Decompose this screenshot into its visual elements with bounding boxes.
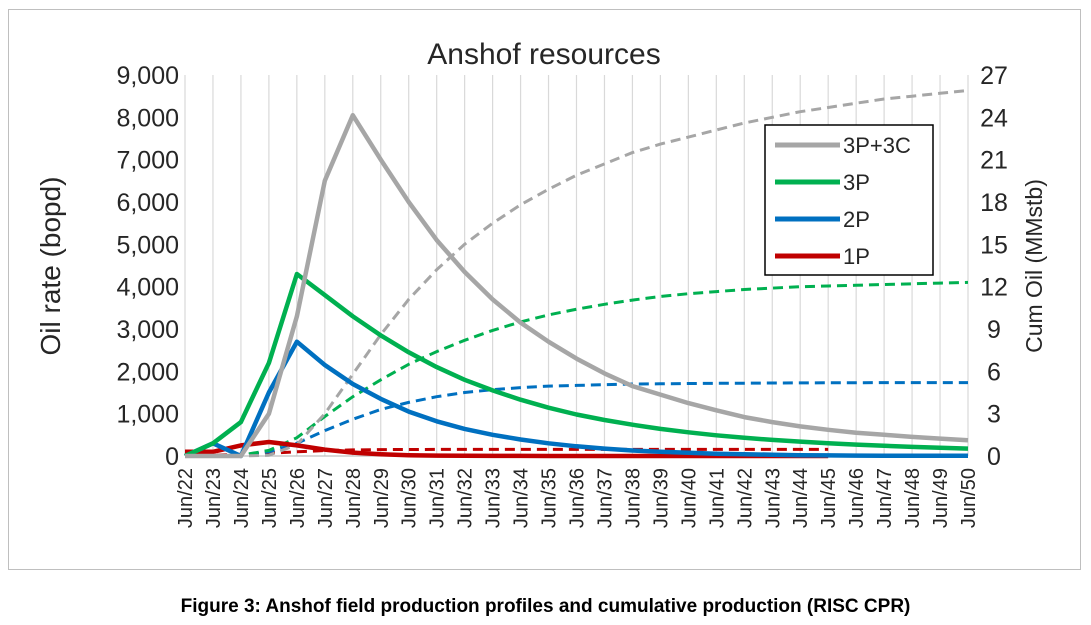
y2-tick-label: 27 (980, 62, 1008, 90)
y-tick-label: 5,000 (116, 231, 179, 259)
legend-label: 3P (843, 170, 870, 195)
x-tick-label: Jun/49 (930, 468, 952, 528)
x-tick-label: Jun/40 (678, 468, 700, 528)
y2-tick-label: 18 (980, 189, 1008, 217)
y-tick-label: 3,000 (116, 316, 179, 344)
legend-label: 2P (843, 207, 870, 232)
x-tick-label: Jun/41 (706, 468, 728, 528)
x-tick-label: Jun/26 (287, 468, 309, 528)
y-tick-label: 2,000 (116, 358, 179, 386)
series-3p-cum-line (185, 280, 969, 458)
legend-label: 1P (843, 244, 870, 269)
y2-axis-label: Cum Oil (MMstb) (1021, 179, 1047, 353)
x-tick-label: Jun/44 (790, 468, 812, 528)
y2-tick-label: 24 (980, 104, 1008, 132)
y2-tick-label: 6 (987, 358, 1001, 386)
series-1p-cum-line (184, 447, 829, 458)
y-tick-label: 4,000 (116, 274, 179, 302)
series-3p-3c-rate-line (185, 112, 969, 459)
y2-tick-label: 0 (987, 443, 1001, 471)
x-tick-label: Jun/29 (371, 468, 393, 528)
x-tick-label: Jun/27 (315, 468, 337, 528)
x-tick-label: Jun/36 (567, 468, 589, 528)
chart-svg: Anshof resources Oil rate (bopd) Cum Oil… (35, 38, 1047, 528)
x-tick-label: Jun/50 (958, 468, 980, 528)
series-3p-rate-line (184, 271, 969, 459)
x-tick-label: Jun/47 (874, 468, 896, 528)
x-tick-label: Jun/35 (539, 468, 561, 528)
series-2p-cum-line (185, 381, 968, 458)
x-tick-label: Jun/42 (734, 468, 756, 528)
x-tick-label: Jun/33 (483, 468, 505, 528)
x-tick-label: Jun/38 (622, 468, 644, 528)
x-tick-label: Jun/34 (511, 468, 533, 528)
y-axis-label: Oil rate (bopd) (35, 177, 66, 356)
x-tick-label: Jun/39 (650, 468, 672, 528)
axis-layer: Jun/22 Jun/23 Jun/24 Jun/25 Jun/26 Jun/27 Jun/… (116, 62, 1008, 528)
x-tick-label: Jun/22 (175, 468, 197, 528)
y-tick-label: 8,000 (116, 104, 179, 132)
x-tick-label: Jun/28 (343, 468, 365, 528)
figure-caption: Figure 3: Anshof field production profil… (180, 596, 911, 617)
x-tick-label: Jun/30 (399, 468, 421, 528)
x-tick-label: Jun/25 (259, 468, 281, 528)
x-tick-label: Jun/48 (902, 468, 924, 528)
y-tick-label: 7,000 (116, 147, 179, 175)
legend-label: 3P+3C (843, 133, 911, 158)
chart-title: Anshof resources (427, 38, 660, 71)
y2-tick-label: 9 (987, 316, 1001, 344)
x-tick-label: Jun/37 (594, 468, 616, 528)
x-tick-label: Jun/43 (762, 468, 784, 528)
x-tick-label: Jun/32 (455, 468, 477, 528)
y-tick-label: 6,000 (116, 189, 179, 217)
series-2p-rate-line (184, 339, 968, 459)
x-tick-label: Jun/31 (427, 468, 449, 528)
series-layer (184, 89, 969, 459)
y2-tick-label: 12 (980, 274, 1008, 302)
y2-tick-label: 21 (980, 147, 1008, 175)
x-tick-label: Jun/45 (818, 468, 840, 528)
y-tick-label: 0 (165, 443, 179, 471)
legend-box (764, 124, 934, 276)
y2-tick-label: 3 (987, 401, 1001, 429)
x-tick-label: Jun/24 (231, 468, 253, 528)
y-tick-label: 9,000 (116, 62, 179, 90)
y2-tick-label: 15 (980, 231, 1008, 259)
chart-frame (8, 9, 1081, 570)
x-tick-label: Jun/46 (846, 468, 868, 528)
legend: 3P+3C 3P 2P 1P (764, 124, 934, 276)
x-tick-label: Jun/23 (203, 468, 225, 528)
y-tick-label: 1,000 (116, 401, 179, 429)
